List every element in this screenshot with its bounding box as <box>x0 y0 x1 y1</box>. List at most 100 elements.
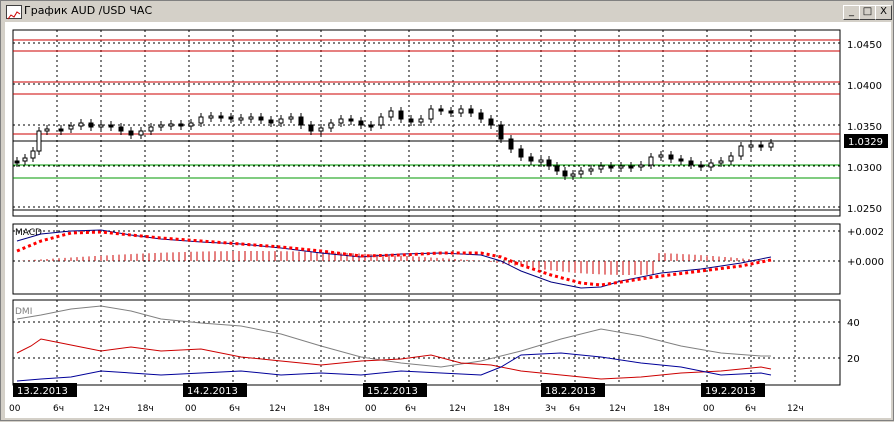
candle-body[interactable] <box>418 118 424 123</box>
candle-body[interactable] <box>358 120 364 126</box>
candle-body[interactable] <box>648 156 654 166</box>
candle-body[interactable] <box>88 122 94 128</box>
candle-body[interactable] <box>488 118 494 126</box>
candle-body[interactable] <box>508 138 514 150</box>
candle-body[interactable] <box>518 148 524 158</box>
candle-body[interactable] <box>368 124 374 128</box>
candle-body[interactable] <box>398 110 404 120</box>
candle-body[interactable] <box>98 124 104 128</box>
candle-body[interactable] <box>128 130 134 136</box>
current-price-label: 1.0329 <box>848 137 883 148</box>
candle-body[interactable] <box>228 116 234 120</box>
candle-body[interactable] <box>538 159 544 163</box>
candle-body[interactable] <box>318 127 324 132</box>
candle-body[interactable] <box>68 125 74 130</box>
chart-area[interactable]: 1.0450 1.0400 1.0350 1.0300 1.0250 1.032… <box>5 22 891 418</box>
dmi-minus-line[interactable] <box>16 338 772 380</box>
candle-body[interactable] <box>668 154 674 160</box>
candle-body[interactable] <box>718 160 724 164</box>
maximize-button[interactable]: □ <box>859 5 876 20</box>
hour-label: 3ч <box>545 404 556 414</box>
macd-indicator-label: MACD <box>15 228 42 238</box>
candle-body[interactable] <box>554 165 560 172</box>
candle-body[interactable] <box>208 115 214 119</box>
candle-body[interactable] <box>708 162 714 168</box>
candlestick-series[interactable] <box>14 105 774 180</box>
candle-body[interactable] <box>58 128 64 132</box>
candle-body[interactable] <box>30 150 36 159</box>
candle-body[interactable] <box>428 108 434 120</box>
candle-body[interactable] <box>14 160 20 164</box>
candle-body[interactable] <box>578 170 584 175</box>
candle-body[interactable] <box>248 116 254 120</box>
macd-panel[interactable] <box>12 223 841 295</box>
candle-body[interactable] <box>178 123 184 127</box>
candle-body[interactable] <box>198 116 204 124</box>
date-label: 13.2.2013 <box>17 386 68 397</box>
candle-body[interactable] <box>78 122 84 127</box>
candle-body[interactable] <box>238 117 244 121</box>
candle-body[interactable] <box>528 156 534 162</box>
candle-body[interactable] <box>498 124 504 140</box>
hour-label: 18ч <box>653 404 670 414</box>
candle-body[interactable] <box>36 130 42 152</box>
candle-body[interactable] <box>378 116 384 126</box>
hour-label: 6ч <box>745 404 756 414</box>
candle-body[interactable] <box>608 165 614 169</box>
date-label: 19.2.2013 <box>705 386 756 397</box>
candle-body[interactable] <box>768 142 774 148</box>
candle-body[interactable] <box>278 118 284 124</box>
candle-body[interactable] <box>738 145 744 157</box>
candle-body[interactable] <box>748 144 754 148</box>
candle-body[interactable] <box>458 108 464 114</box>
candle-body[interactable] <box>688 160 694 166</box>
candle-body[interactable] <box>408 118 414 123</box>
candle-body[interactable] <box>678 158 684 162</box>
candle-body[interactable] <box>468 108 474 114</box>
candle-body[interactable] <box>570 173 576 177</box>
candle-body[interactable] <box>478 112 484 120</box>
close-button[interactable]: X <box>875 5 892 20</box>
candle-body[interactable] <box>338 118 344 124</box>
candle-body[interactable] <box>618 165 624 169</box>
price-panel[interactable] <box>12 29 841 217</box>
candle-body[interactable] <box>22 157 28 162</box>
candle-body[interactable] <box>268 119 274 124</box>
minimize-button[interactable]: _ <box>843 5 860 20</box>
candle-body[interactable] <box>562 170 568 177</box>
candle-body[interactable] <box>148 126 154 132</box>
dmi-plus-line[interactable] <box>16 352 772 382</box>
candle-body[interactable] <box>546 159 552 167</box>
candle-body[interactable] <box>118 126 124 132</box>
candle-body[interactable] <box>298 116 304 126</box>
chart-canvas[interactable]: 1.0450 1.0400 1.0350 1.0300 1.0250 1.032… <box>5 22 891 418</box>
hour-label: 00 <box>365 404 377 414</box>
candle-body[interactable] <box>108 124 114 128</box>
candle-body[interactable] <box>44 128 50 132</box>
candle-body[interactable] <box>698 164 704 168</box>
candle-body[interactable] <box>158 124 164 128</box>
macd-signal-line[interactable] <box>16 230 772 287</box>
candle-body[interactable] <box>218 115 224 119</box>
candle-body[interactable] <box>348 118 354 122</box>
candle-body[interactable] <box>328 122 334 129</box>
title-bar[interactable]: График AUD /USD ЧАС _ □ X <box>2 2 892 21</box>
candle-body[interactable] <box>438 108 444 112</box>
macd-histogram[interactable] <box>17 251 768 275</box>
candle-body[interactable] <box>728 155 734 162</box>
candle-body[interactable] <box>288 116 294 120</box>
candle-body[interactable] <box>258 116 264 121</box>
candle-body[interactable] <box>188 122 194 127</box>
date-label: 14.2.2013 <box>187 386 238 397</box>
candle-body[interactable] <box>388 110 394 118</box>
candle-body[interactable] <box>598 165 604 170</box>
candle-body[interactable] <box>448 110 454 114</box>
candle-body[interactable] <box>628 165 634 169</box>
candle-body[interactable] <box>308 124 314 132</box>
candle-body[interactable] <box>168 123 174 127</box>
candle-body[interactable] <box>658 154 664 158</box>
candle-body[interactable] <box>638 164 644 168</box>
candle-body[interactable] <box>588 168 594 172</box>
candle-body[interactable] <box>138 130 144 136</box>
candle-body[interactable] <box>758 144 764 148</box>
